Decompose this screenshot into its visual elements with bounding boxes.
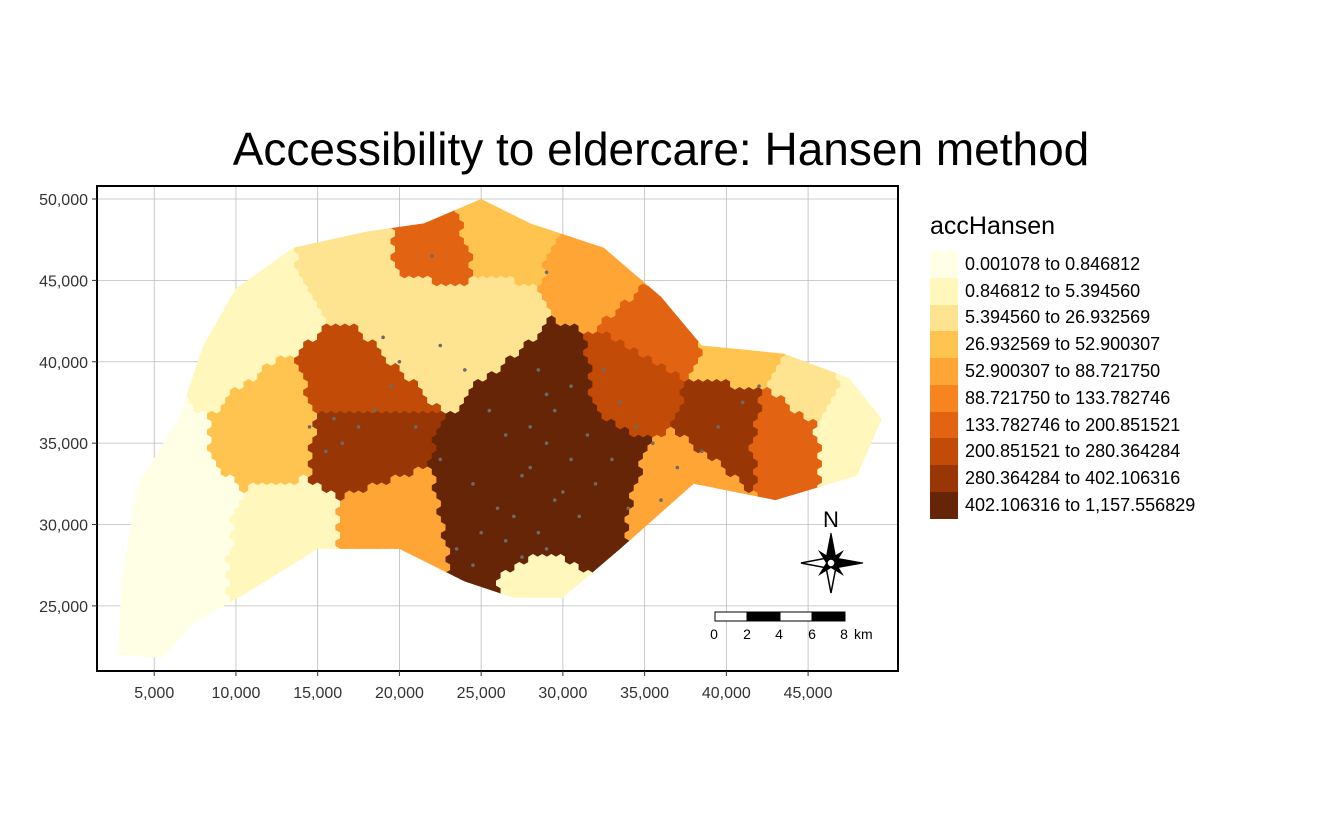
hexagon-cell xyxy=(900,531,909,542)
hexagon-cell xyxy=(900,419,909,430)
hexagon-cell xyxy=(900,372,909,383)
hexagon-cell xyxy=(900,387,909,398)
hexagon-cell xyxy=(900,356,909,367)
hexagon-cell xyxy=(900,499,909,510)
hexagon-cell xyxy=(900,467,909,478)
hexagon-cell xyxy=(900,276,909,287)
hexagon-cell xyxy=(900,546,909,557)
hexagon-cell xyxy=(900,451,909,462)
hexagon-cell xyxy=(900,610,909,621)
hexagon-cell xyxy=(900,292,909,303)
hexagon-cell xyxy=(900,515,909,526)
hexagon-cell xyxy=(900,260,909,271)
hexagon-cell xyxy=(900,308,909,319)
hexagon-cell xyxy=(900,340,909,351)
hexagon-cell xyxy=(900,213,909,224)
hexagon-cell xyxy=(900,562,909,573)
hexagon-cell xyxy=(900,578,909,589)
hexagon-cell xyxy=(900,228,909,239)
hexagon-cell xyxy=(900,197,909,208)
hexagon-cell xyxy=(900,483,909,494)
hexagon-cell xyxy=(900,181,909,192)
hexagon-cell xyxy=(900,435,909,446)
hexagon-cell xyxy=(900,324,909,335)
hexagon-cell xyxy=(900,594,909,605)
map-title: Accessibility to eldercare: Hansen metho… xyxy=(232,123,1090,175)
hexagon-cell xyxy=(900,244,909,255)
hexagon-cell xyxy=(900,403,909,414)
